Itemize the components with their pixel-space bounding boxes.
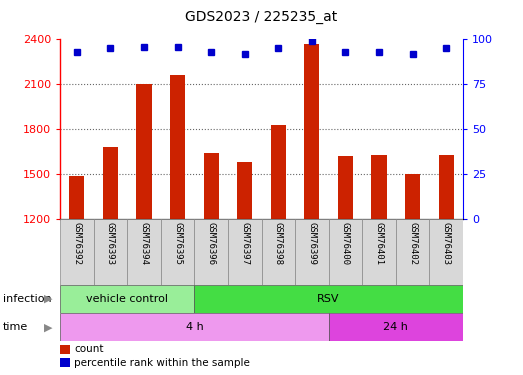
Text: GSM76402: GSM76402 xyxy=(408,222,417,265)
Bar xyxy=(438,155,453,219)
Text: infection: infection xyxy=(3,294,51,304)
Bar xyxy=(304,44,320,219)
Text: percentile rank within the sample: percentile rank within the sample xyxy=(74,358,250,368)
Text: GSM76399: GSM76399 xyxy=(308,222,316,265)
Text: GDS2023 / 225235_at: GDS2023 / 225235_at xyxy=(185,10,338,24)
Bar xyxy=(203,153,219,219)
Text: RSV: RSV xyxy=(317,294,340,304)
Text: GSM76400: GSM76400 xyxy=(341,222,350,265)
Text: GSM76392: GSM76392 xyxy=(72,222,82,265)
Bar xyxy=(195,219,228,285)
Bar xyxy=(271,125,286,219)
Bar xyxy=(60,285,195,313)
Text: GSM76396: GSM76396 xyxy=(207,222,215,265)
Text: 4 h: 4 h xyxy=(186,322,203,332)
Bar xyxy=(328,219,362,285)
Text: GSM76401: GSM76401 xyxy=(374,222,383,265)
Bar xyxy=(60,313,328,341)
Text: vehicle control: vehicle control xyxy=(86,294,168,304)
Bar xyxy=(103,147,118,219)
Bar xyxy=(60,345,70,354)
Bar xyxy=(170,75,185,219)
Text: ▶: ▶ xyxy=(44,322,52,332)
Text: GSM76398: GSM76398 xyxy=(274,222,283,265)
Bar xyxy=(94,219,127,285)
Text: GSM76395: GSM76395 xyxy=(173,222,182,265)
Bar xyxy=(371,155,386,219)
Bar xyxy=(405,174,420,219)
Text: GSM76393: GSM76393 xyxy=(106,222,115,265)
Bar xyxy=(195,285,463,313)
Bar xyxy=(228,219,262,285)
Text: GSM76403: GSM76403 xyxy=(441,222,451,265)
Text: 24 h: 24 h xyxy=(383,322,408,332)
Bar xyxy=(262,219,295,285)
Text: count: count xyxy=(74,344,104,354)
Bar xyxy=(60,358,70,368)
Bar xyxy=(362,219,396,285)
Bar xyxy=(338,156,353,219)
Text: ▶: ▶ xyxy=(44,294,52,304)
Bar xyxy=(60,219,94,285)
Text: GSM76397: GSM76397 xyxy=(240,222,249,265)
Bar xyxy=(161,219,195,285)
Bar xyxy=(396,219,429,285)
Bar xyxy=(429,219,463,285)
Bar xyxy=(127,219,161,285)
Bar xyxy=(70,176,85,219)
Bar xyxy=(237,162,252,219)
Bar xyxy=(137,84,152,219)
Text: GSM76394: GSM76394 xyxy=(140,222,149,265)
Text: time: time xyxy=(3,322,28,332)
Bar xyxy=(328,313,463,341)
Bar xyxy=(295,219,328,285)
